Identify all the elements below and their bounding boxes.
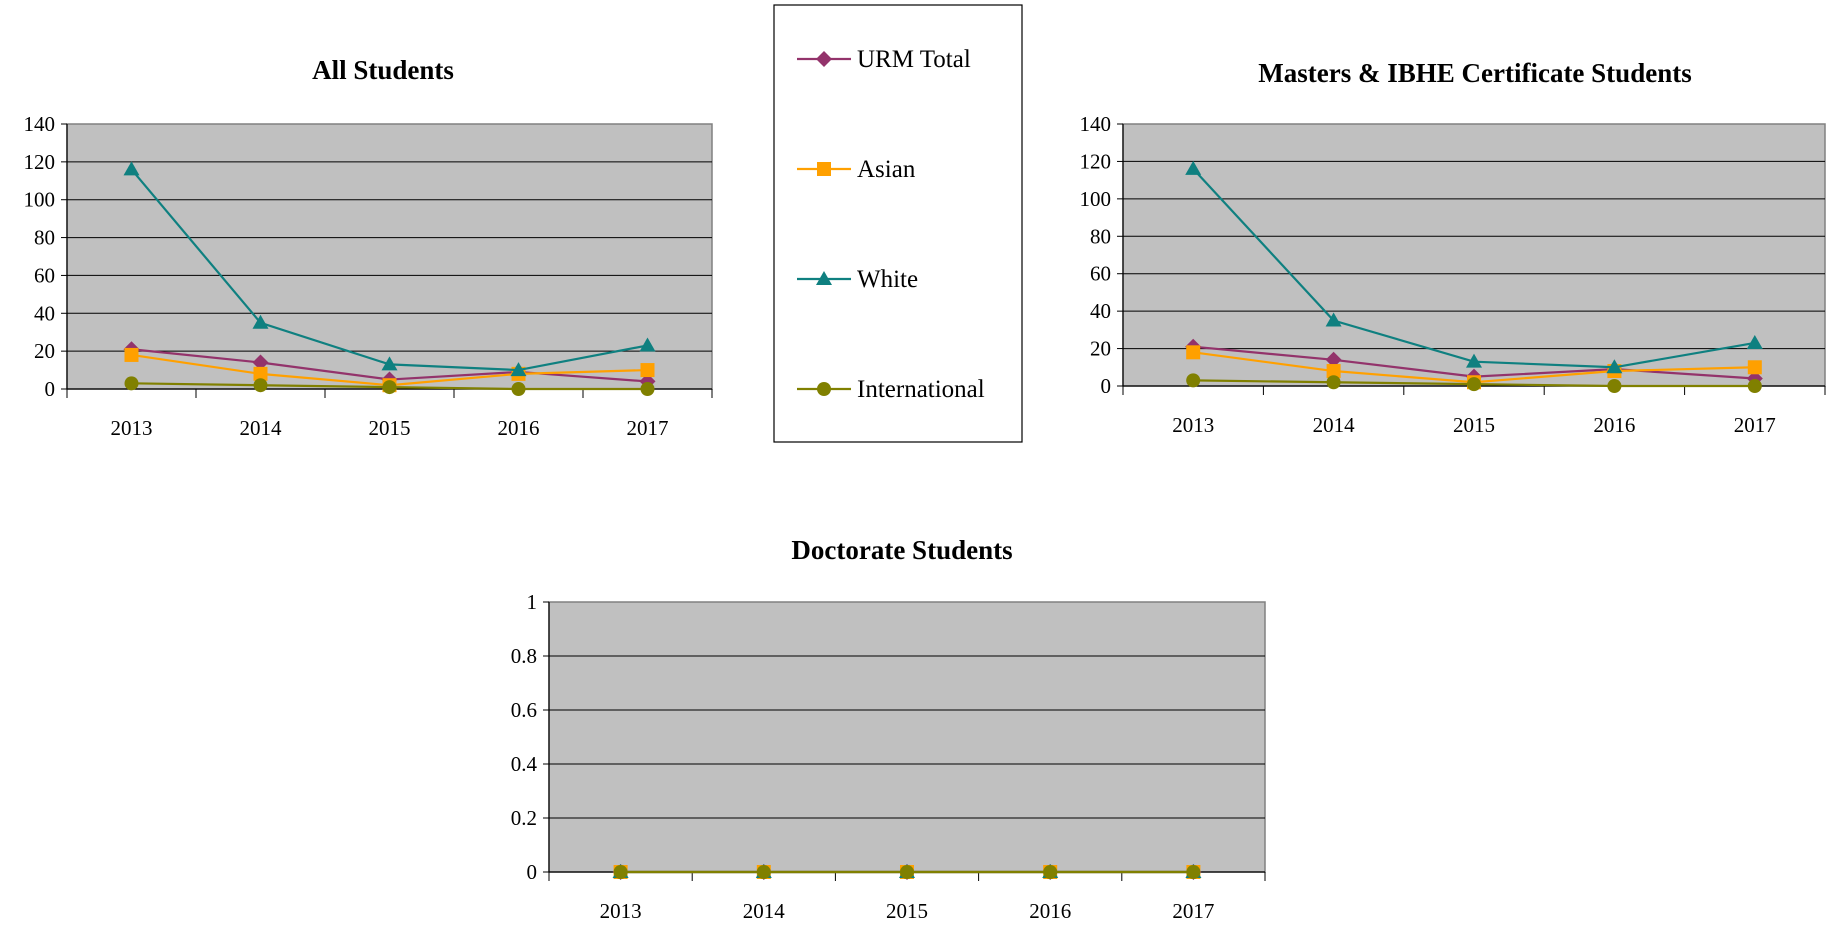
data-point-international [640,382,655,396]
chart-title: Doctorate Students [791,535,1012,565]
x-tick-label: 2013 [1172,413,1214,437]
data-point-asian [1186,345,1201,360]
legend-marker-international [817,382,831,396]
data-point-international [1326,375,1341,390]
data-point-international [756,865,771,879]
y-tick-label: 0.8 [511,644,537,668]
legend-label-urm-total: URM Total [857,46,971,73]
plot-area [1122,123,1826,387]
x-tick-label: 2015 [369,416,411,440]
legend-marker-asian [817,162,831,176]
data-point-international [1747,379,1762,393]
y-tick-label: 0.2 [511,806,537,830]
data-point-international [900,865,914,879]
x-tick-label: 2017 [1172,899,1214,923]
chart-all-students: All Students 0 20 40 60 80 100 120 140 2013 2014 20… [24,55,713,440]
data-point-white [1606,359,1623,374]
x-tick-label: 2014 [240,416,283,440]
y-tick-label: 0.6 [511,698,537,722]
x-tick-label: 2015 [886,899,928,923]
y-tick-label: 120 [1080,149,1112,173]
plot-area [66,123,713,390]
y-tick-label: 0 [1101,374,1112,398]
data-point-urm-total [252,354,269,371]
data-point-white [381,356,398,371]
x-tick-label: 2017 [627,416,669,440]
data-point-white [510,362,527,377]
x-tick-label: 2013 [111,416,153,440]
x-tick-label: 2015 [1453,413,1495,437]
x-tick-label: 2016 [498,416,540,440]
data-point-white [252,314,269,329]
x-tick-label: 2017 [1734,413,1776,437]
data-point-white [1325,312,1342,327]
y-tick-label: 0 [45,377,56,401]
data-point-asian [1326,364,1341,379]
y-tick-label: 140 [1080,112,1112,136]
legend-label-white: White [857,266,918,293]
legend-marker-white [816,271,832,285]
data-point-international [511,382,526,396]
y-tick-label: 140 [24,112,56,136]
data-point-asian [124,347,139,362]
data-point-international [613,865,628,879]
data-point-international [1043,865,1058,879]
data-point-international [1467,377,1481,392]
chart-doctorate-students: Doctorate Students 0 0.2 0.4 0.6 0.8 1 2013 2014… [511,535,1266,923]
y-tick-label: 1 [527,590,538,614]
chart-title: All Students [312,55,454,85]
y-tick-label: 0.4 [511,752,538,776]
y-tick-label: 20 [34,339,55,363]
data-point-white [123,161,140,176]
y-tick-label: 40 [34,301,55,325]
data-point-urm-total [1325,351,1342,368]
chart-title: Masters & IBHE Certificate Students [1258,58,1691,88]
y-tick-label: 0 [527,860,538,884]
legend: URM Total Asian White International [773,4,1023,443]
legend-label-asian: Asian [857,156,916,183]
data-point-asian [253,366,268,381]
y-tick-label: 80 [34,226,55,250]
data-point-international [1186,373,1201,388]
y-tick-label: 120 [24,150,56,174]
data-point-international [1607,379,1622,393]
data-point-international [253,378,268,393]
data-point-white [1746,334,1763,349]
y-tick-label: 60 [34,263,55,287]
data-point-international [382,380,397,395]
y-tick-label: 80 [1090,224,1111,248]
y-tick-label: 100 [24,188,56,212]
x-tick-label: 2014 [1313,413,1356,437]
data-point-white [639,337,656,352]
data-point-international [124,376,139,391]
y-tick-label: 100 [1080,187,1112,211]
chart-masters-students: Masters & IBHE Certificate Students 0 20 40… [1080,58,1826,437]
y-tick-label: 40 [1090,299,1111,323]
x-tick-label: 2016 [1593,413,1635,437]
y-tick-label: 60 [1090,262,1111,286]
legend-marker-urm-total [816,51,832,67]
legend-box [773,4,1023,443]
x-tick-label: 2014 [743,899,786,923]
data-point-asian [640,363,655,378]
y-tick-label: 20 [1090,337,1111,361]
data-point-white [1466,353,1482,368]
data-point-white [1185,160,1202,175]
legend-label-international: International [857,376,985,403]
data-point-international [1186,865,1201,879]
x-tick-label: 2013 [600,899,642,923]
data-point-asian [1747,360,1762,375]
x-tick-label: 2016 [1029,899,1071,923]
plot-area [548,601,1266,873]
